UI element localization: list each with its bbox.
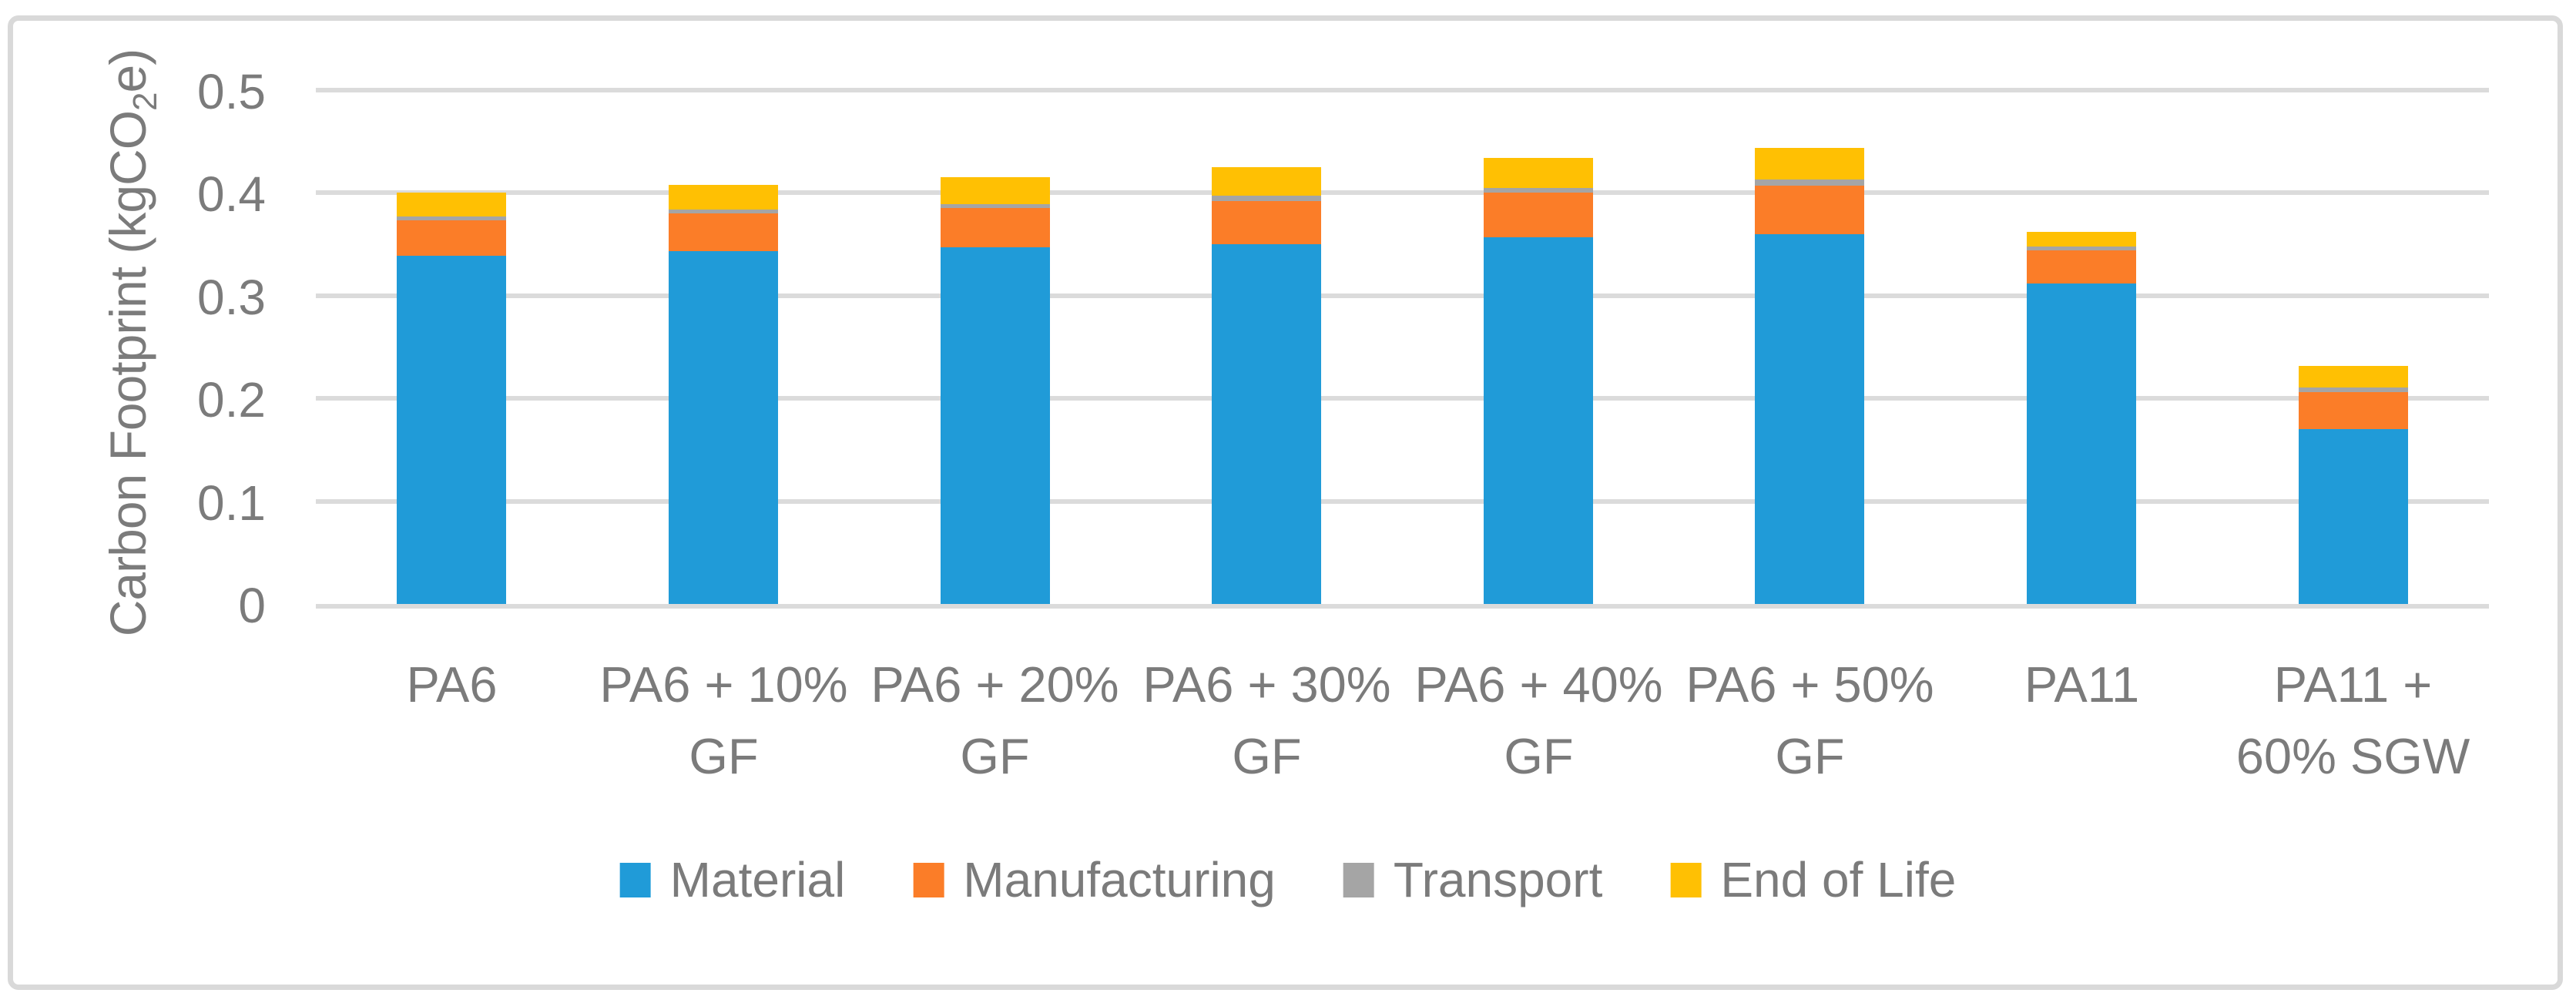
bar-segment-end-of-life — [1755, 148, 1864, 179]
x-category-label: PA6 + 30% GF — [1131, 649, 1403, 792]
bar-segment-end-of-life — [941, 177, 1050, 204]
x-category-label-line: 60% SGW — [2236, 728, 2470, 784]
x-category-label-line: GF — [1232, 728, 1302, 784]
bar-segment-end-of-life — [1212, 167, 1321, 196]
bar-segment-material — [2027, 283, 2136, 604]
legend-swatch-icon — [619, 862, 651, 897]
bar-segment-transport — [2299, 387, 2408, 392]
legend-swatch-icon — [1343, 862, 1374, 897]
legend-item-material: Material — [619, 852, 846, 907]
gridline — [316, 396, 2489, 401]
x-category-label: PA6 — [316, 649, 588, 720]
bar-segment-transport — [941, 204, 1050, 208]
x-category-label-line: GF — [689, 728, 759, 784]
x-axis-line — [316, 604, 2489, 609]
y-tick-label: 0.4 — [197, 166, 266, 222]
x-category-label-line: PA6 + 50% — [1685, 656, 1934, 713]
bar-segment-transport — [669, 210, 778, 213]
chart-border — [8, 15, 2563, 990]
x-category-label-line: PA11 — [2024, 656, 2140, 713]
bar-segment-manufacturing — [397, 220, 506, 256]
bar-segment-manufacturing — [2027, 250, 2136, 283]
y-tick-label: 0 — [238, 578, 266, 633]
gridline — [316, 190, 2489, 195]
bar-segment-manufacturing — [669, 213, 778, 251]
bar-segment-transport — [397, 216, 506, 220]
x-category-label: PA6 + 40% GF — [1403, 649, 1675, 792]
bar-segment-manufacturing — [2299, 392, 2408, 429]
x-category-label: PA6 + 10% GF — [588, 649, 860, 792]
bar-segment-material — [941, 247, 1050, 604]
x-category-label-line: PA6 + 40% — [1414, 656, 1663, 713]
x-category-label-line: PA6 + 20% — [870, 656, 1119, 713]
x-category-label-line: GF — [960, 728, 1030, 784]
gridline — [316, 88, 2489, 92]
legend-label: Material — [669, 852, 846, 907]
gridline — [316, 294, 2489, 298]
y-tick-label: 0.5 — [197, 64, 266, 119]
x-category-label: PA11 — [1946, 649, 2218, 720]
bar-segment-transport — [2027, 247, 2136, 250]
y-axis-title: Carbon Footprint (kgCO2e) — [99, 49, 164, 636]
bar-segment-end-of-life — [2299, 366, 2408, 387]
bar-segment-end-of-life — [2027, 232, 2136, 247]
x-category-label-line: PA6 + 30% — [1142, 656, 1391, 713]
gridline — [316, 499, 2489, 504]
legend: Material Manufacturing Transport End of Lif… — [619, 852, 1956, 907]
bar-segment-manufacturing — [1755, 186, 1864, 234]
bar-segment-material — [1755, 234, 1864, 604]
x-category-label-line: GF — [1504, 728, 1574, 784]
x-category-label: PA6 + 20% GF — [859, 649, 1131, 792]
x-category-label: PA11 + 60% SGW — [2217, 649, 2489, 792]
legend-label: End of Life — [1720, 852, 1957, 907]
legend-swatch-icon — [1670, 862, 1702, 897]
legend-swatch-icon — [913, 862, 944, 897]
bar-segment-manufacturing — [941, 208, 1050, 247]
bar-segment-transport — [1484, 188, 1593, 193]
legend-label: Manufacturing — [963, 852, 1276, 907]
x-category-label-line: PA6 + 10% — [599, 656, 848, 713]
bar-segment-manufacturing — [1484, 193, 1593, 237]
bar-segment-end-of-life — [397, 193, 506, 216]
legend-item-transport: Transport — [1343, 852, 1603, 907]
legend-item-manufacturing: Manufacturing — [913, 855, 1276, 904]
bar-segment-end-of-life — [1484, 158, 1593, 188]
legend-item-end-of-life: End of Life — [1670, 855, 1956, 904]
x-category-label-line: PA6 — [406, 656, 498, 713]
y-tick-label: 0.2 — [197, 372, 266, 428]
bar-segment-material — [2299, 429, 2408, 604]
bar-segment-end-of-life — [669, 185, 778, 210]
legend-label: Transport — [1393, 852, 1603, 907]
bar-segment-material — [1212, 244, 1321, 604]
y-tick-label: 0.3 — [197, 270, 266, 325]
bar-segment-material — [669, 251, 778, 604]
x-category-label: PA6 + 50% GF — [1674, 649, 1946, 792]
bar-segment-manufacturing — [1212, 201, 1321, 244]
bar-segment-material — [1484, 237, 1593, 604]
y-tick-label: 0.1 — [197, 475, 266, 531]
bar-segment-transport — [1212, 196, 1321, 201]
x-category-label-line: GF — [1775, 728, 1845, 784]
bar-segment-transport — [1755, 179, 1864, 186]
x-category-label-line: PA11 + — [2273, 656, 2433, 713]
bar-segment-material — [397, 256, 506, 604]
